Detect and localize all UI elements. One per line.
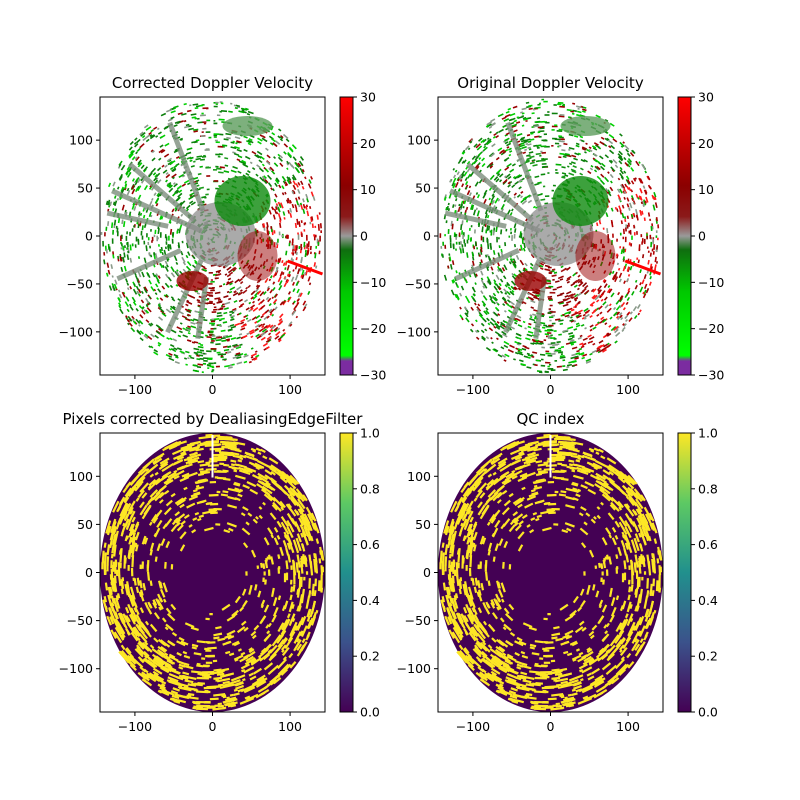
- colorbar-tick-label: 0.2: [360, 649, 380, 664]
- qc-field: [100, 433, 325, 712]
- panel-original-velocity: Original Doppler Velocity−100 0 100100500−…: [397, 74, 725, 397]
- y-tick-label: 0: [85, 229, 93, 244]
- velocity-field: [439, 98, 662, 374]
- y-tick-label: 100: [407, 469, 431, 484]
- y-tick-label: −50: [405, 276, 431, 291]
- panel-title: QC index: [516, 410, 584, 428]
- colorbar-tick-label: −20: [360, 321, 386, 336]
- panel-title: Corrected Doppler Velocity: [112, 74, 313, 92]
- y-tick-label: −100: [397, 324, 431, 339]
- plot-area: [100, 99, 324, 374]
- y-tick-label: 50: [77, 181, 93, 196]
- colorbar-tick-label: 20: [698, 136, 714, 151]
- colorbar-tick-label: 1.0: [360, 426, 380, 441]
- y-tick-label: 100: [69, 469, 93, 484]
- y-tick-label: −50: [405, 613, 431, 628]
- colorbar-tick-label: 0.8: [698, 481, 718, 496]
- y-tick-label: 0: [423, 229, 431, 244]
- qc-field: [438, 433, 663, 712]
- colorbar-tick-label: 0.0: [360, 705, 380, 720]
- y-tick-label: 0: [423, 565, 431, 580]
- colorbar-tick-label: 20: [360, 136, 376, 151]
- x-tick-label: 100: [616, 382, 640, 397]
- y-tick-label: −100: [59, 324, 93, 339]
- panel-corrected-velocity: Corrected Doppler Velocity−100 0 100100500…: [59, 74, 387, 397]
- x-tick-label: 0: [209, 719, 217, 734]
- colorbar: [339, 432, 354, 713]
- panel-qc-index: QC index −100 0 100 100 50 0 −50 −100 1.0 0.8 0.6 0.…: [397, 410, 718, 734]
- x-tick-label: 0: [547, 719, 555, 734]
- x-tick-label: 0: [547, 382, 555, 397]
- colorbar-tick-label: −30: [698, 368, 724, 383]
- y-tick-label: 50: [77, 517, 93, 532]
- colorbar: [677, 96, 692, 376]
- plot-area: [100, 433, 325, 712]
- colorbar-tick-label: 0.4: [698, 593, 718, 608]
- colorbar-tick-label: 0: [698, 229, 706, 244]
- colorbar-tick-label: 10: [698, 182, 714, 197]
- x-tick-label: 100: [616, 719, 640, 734]
- y-tick-label: −50: [67, 613, 93, 628]
- colorbar-tick-label: 0.8: [360, 481, 380, 496]
- x-tick-label: −100: [118, 382, 152, 397]
- colorbar-tick-label: 0.6: [360, 537, 380, 552]
- panel-edge-filter-pixels: Pixels corrected by DealiasingEdgeFilter…: [59, 410, 380, 734]
- panel-title: Original Doppler Velocity: [457, 74, 644, 92]
- y-tick-label: 0: [85, 565, 93, 580]
- colorbar-tick-label: 0.4: [360, 593, 380, 608]
- colorbar-tick-label: −10: [698, 275, 724, 290]
- colorbar: [677, 432, 692, 713]
- y-tick-label: 50: [415, 517, 431, 532]
- colorbar-tick-label: 10: [360, 182, 376, 197]
- colorbar-tick-label: 0.6: [698, 537, 718, 552]
- y-tick-label: 100: [69, 133, 93, 148]
- x-tick-label: −100: [456, 382, 490, 397]
- x-tick-label: 0: [209, 382, 217, 397]
- colorbar-tick-label: 0.2: [698, 649, 718, 664]
- colorbar-tick-label: −30: [360, 368, 386, 383]
- x-tick-label: −100: [118, 719, 152, 734]
- plot-area: [439, 98, 662, 374]
- y-tick-label: 50: [415, 181, 431, 196]
- colorbar-tick-label: 0: [360, 229, 368, 244]
- y-tick-label: −50: [67, 276, 93, 291]
- y-tick-label: −100: [397, 661, 431, 676]
- colorbar-tick-label: 0.0: [698, 705, 718, 720]
- x-tick-label: −100: [456, 719, 490, 734]
- colorbar-tick-label: 30: [360, 90, 376, 105]
- colorbar-tick-label: 1.0: [698, 426, 718, 441]
- velocity-field: [100, 99, 324, 374]
- colorbar-tick-label: −10: [360, 275, 386, 290]
- colorbar-tick-label: 30: [698, 90, 714, 105]
- colorbar-tick-label: −20: [698, 321, 724, 336]
- y-tick-label: −100: [59, 661, 93, 676]
- x-tick-label: 100: [278, 382, 302, 397]
- x-tick-label: 100: [278, 719, 302, 734]
- plot-area: [438, 433, 663, 712]
- panel-title: Pixels corrected by DealiasingEdgeFilter: [63, 410, 364, 428]
- y-tick-label: 100: [407, 133, 431, 148]
- colorbar: [339, 96, 354, 376]
